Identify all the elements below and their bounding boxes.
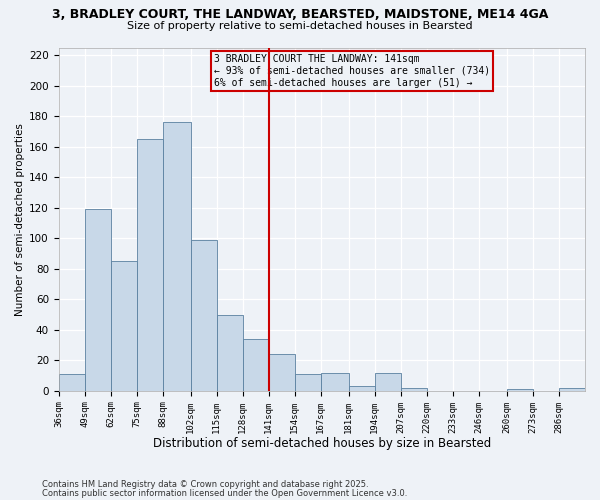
Bar: [349, 386, 375, 391]
Bar: [137, 139, 163, 391]
Bar: [243, 339, 269, 391]
Bar: [321, 372, 349, 391]
Text: 3 BRADLEY COURT THE LANDWAY: 141sqm
← 93% of semi-detached houses are smaller (7: 3 BRADLEY COURT THE LANDWAY: 141sqm ← 93…: [214, 54, 490, 88]
Bar: [507, 390, 533, 391]
Bar: [559, 388, 585, 391]
Bar: [110, 261, 137, 391]
Bar: [163, 122, 191, 391]
Y-axis label: Number of semi-detached properties: Number of semi-detached properties: [15, 122, 25, 316]
Bar: [269, 354, 295, 391]
Bar: [401, 388, 427, 391]
Text: Contains HM Land Registry data © Crown copyright and database right 2025.: Contains HM Land Registry data © Crown c…: [42, 480, 368, 489]
Text: Size of property relative to semi-detached houses in Bearsted: Size of property relative to semi-detach…: [127, 21, 473, 31]
Bar: [85, 210, 110, 391]
Text: 3, BRADLEY COURT, THE LANDWAY, BEARSTED, MAIDSTONE, ME14 4GA: 3, BRADLEY COURT, THE LANDWAY, BEARSTED,…: [52, 8, 548, 20]
Bar: [191, 240, 217, 391]
Text: Contains public sector information licensed under the Open Government Licence v3: Contains public sector information licen…: [42, 488, 407, 498]
Bar: [375, 372, 401, 391]
Bar: [59, 374, 85, 391]
X-axis label: Distribution of semi-detached houses by size in Bearsted: Distribution of semi-detached houses by …: [152, 437, 491, 450]
Bar: [217, 314, 243, 391]
Bar: [295, 374, 321, 391]
